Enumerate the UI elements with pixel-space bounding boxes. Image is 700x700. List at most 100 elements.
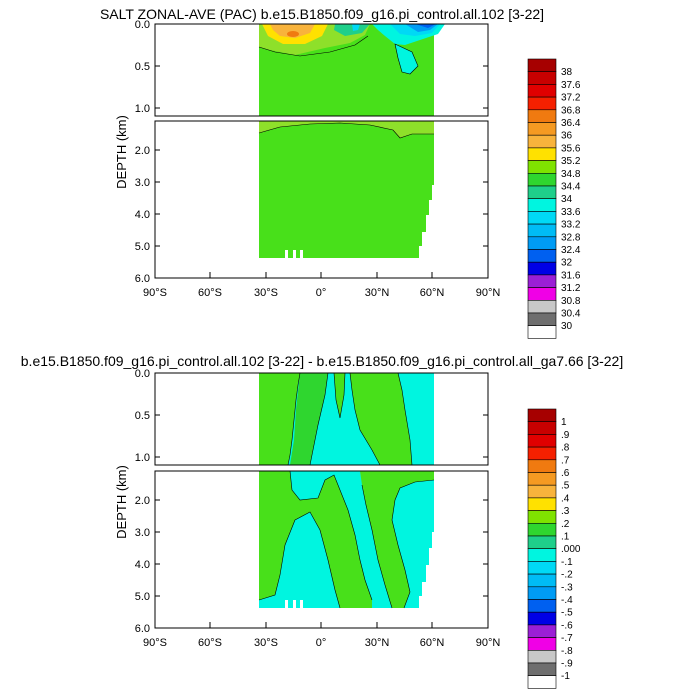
x-tick-label: 30°N bbox=[365, 637, 390, 649]
colorbar-box bbox=[527, 459, 557, 473]
x-tick-label: 60°S bbox=[198, 637, 222, 649]
y-tick-label: 5.0 bbox=[135, 591, 150, 603]
y-tick-label: 1.0 bbox=[135, 452, 150, 464]
bottom-y-axis-label: DEPTH (km) bbox=[114, 465, 129, 539]
colorbar-box bbox=[527, 173, 557, 187]
bottom-colorbar: 1.9.8.7.6.5.4.3.2.1.000-.1-.2-.3-.4-.5-.… bbox=[527, 408, 581, 689]
colorbar-box bbox=[527, 548, 557, 562]
colorbar-label: 37.6 bbox=[561, 80, 581, 91]
colorbar-box bbox=[527, 58, 557, 72]
x-tick-label: 30°S bbox=[254, 637, 278, 649]
top-y-tick-labels: 0.0 0.5 1.0 2.0 3.0 4.0 5.0 6.0 bbox=[135, 19, 150, 285]
colorbar-box bbox=[527, 122, 557, 136]
colorbar-box bbox=[527, 325, 557, 339]
colorbar-label: -.1 bbox=[561, 557, 573, 568]
top-upper-plot bbox=[154, 23, 489, 117]
colorbar-box bbox=[527, 611, 557, 626]
bottom-lower-plot bbox=[154, 470, 489, 629]
top-axes bbox=[154, 23, 489, 279]
colorbar-label: 34.4 bbox=[561, 182, 581, 193]
colorbar-box bbox=[527, 649, 557, 664]
colorbar-box bbox=[527, 249, 557, 263]
top-title: SALT ZONAL-AVE (PAC) b.e15.B1850.f09_g16… bbox=[100, 6, 544, 22]
colorbar-box bbox=[527, 185, 557, 199]
x-tick-label: 0° bbox=[316, 637, 327, 649]
colorbar-label: -.7 bbox=[561, 633, 573, 644]
colorbar-box bbox=[527, 198, 557, 212]
x-tick-label: 60°N bbox=[420, 287, 445, 299]
colorbar-box bbox=[527, 211, 557, 225]
colorbar-box bbox=[527, 637, 557, 651]
colorbar-label: 30.4 bbox=[561, 309, 581, 320]
bottom-x-tick-labels: 90°S 60°S 30°S 0° 30°N 60°N 90°N bbox=[143, 637, 500, 649]
y-tick-label: 3.0 bbox=[135, 527, 150, 539]
y-tick-label: 0.5 bbox=[135, 61, 150, 73]
y-tick-label: 4.0 bbox=[135, 559, 150, 571]
colorbar-box bbox=[527, 446, 557, 461]
colorbar-label: -1 bbox=[561, 671, 570, 682]
colorbar-box bbox=[527, 160, 557, 174]
y-tick-label: 6.0 bbox=[135, 273, 150, 285]
bottom-axes bbox=[154, 372, 489, 629]
colorbar-label: .2 bbox=[561, 519, 570, 530]
colorbar-box bbox=[527, 599, 557, 613]
colorbar-label: .3 bbox=[561, 506, 570, 517]
colorbar-label: 36 bbox=[561, 131, 573, 142]
colorbar-box bbox=[527, 287, 557, 301]
colorbar-label: -.6 bbox=[561, 620, 573, 631]
colorbar-label: -.2 bbox=[561, 570, 573, 581]
x-tick-label: 30°N bbox=[365, 287, 390, 299]
colorbar-box bbox=[527, 274, 557, 288]
colorbar-label: .4 bbox=[561, 493, 570, 504]
x-tick-label: 0° bbox=[316, 287, 327, 299]
colorbar-box bbox=[527, 535, 557, 549]
y-tick-label: 0.0 bbox=[135, 19, 150, 31]
colorbar-label: 30.8 bbox=[561, 296, 581, 307]
colorbar-label: .5 bbox=[561, 481, 570, 492]
colorbar-label: 33.2 bbox=[561, 220, 581, 231]
x-tick-label: 90°S bbox=[143, 287, 167, 299]
colorbar-label: 37.2 bbox=[561, 93, 581, 104]
y-tick-label: 2.0 bbox=[135, 145, 150, 157]
colorbar-box bbox=[527, 421, 557, 435]
top-y-axis-label: DEPTH (km) bbox=[114, 115, 129, 189]
colorbar-label: 32 bbox=[561, 258, 573, 269]
colorbar-box bbox=[527, 408, 557, 422]
x-tick-label: 30°S bbox=[254, 287, 278, 299]
colorbar-box bbox=[527, 675, 557, 689]
y-tick-label: 3.0 bbox=[135, 177, 150, 189]
colorbar-label: 32.8 bbox=[561, 232, 581, 243]
colorbar-box bbox=[527, 573, 557, 588]
colorbar-label: .8 bbox=[561, 443, 570, 454]
x-tick-label: 90°S bbox=[143, 637, 167, 649]
colorbar-label: -.3 bbox=[561, 582, 573, 593]
colorbar-box bbox=[527, 299, 557, 314]
colorbar-label: 36.8 bbox=[561, 105, 581, 116]
colorbar-label: .000 bbox=[561, 544, 581, 555]
colorbar-box bbox=[527, 312, 557, 326]
colorbar-box bbox=[527, 510, 557, 524]
colorbar-label: 36.4 bbox=[561, 118, 581, 129]
colorbar-box bbox=[527, 147, 557, 161]
colorbar-label: 31.6 bbox=[561, 270, 581, 281]
colorbar-box bbox=[527, 84, 557, 98]
colorbar-label: 1 bbox=[561, 417, 567, 428]
y-tick-label: 6.0 bbox=[135, 623, 150, 635]
x-tick-label: 90°N bbox=[476, 287, 501, 299]
colorbar-label: .9 bbox=[561, 430, 570, 441]
colorbar-label: 35.2 bbox=[561, 156, 581, 167]
bottom-y-tick-labels: 0.0 0.5 1.0 2.0 3.0 4.0 5.0 6.0 bbox=[135, 368, 150, 635]
y-tick-label: 1.0 bbox=[135, 103, 150, 115]
colorbar-box bbox=[527, 472, 557, 486]
colorbar-label: .7 bbox=[561, 455, 570, 466]
bottom-title: b.e15.B1850.f09_g16.pi_control.all.102 [… bbox=[21, 353, 623, 369]
colorbar-box bbox=[527, 236, 557, 250]
colorbar-box bbox=[527, 624, 557, 638]
colorbar-box bbox=[527, 497, 557, 511]
colorbar-box bbox=[527, 484, 557, 499]
colorbar-label: 30 bbox=[561, 321, 573, 332]
colorbar-box bbox=[527, 109, 557, 123]
colorbar-box bbox=[527, 223, 557, 238]
